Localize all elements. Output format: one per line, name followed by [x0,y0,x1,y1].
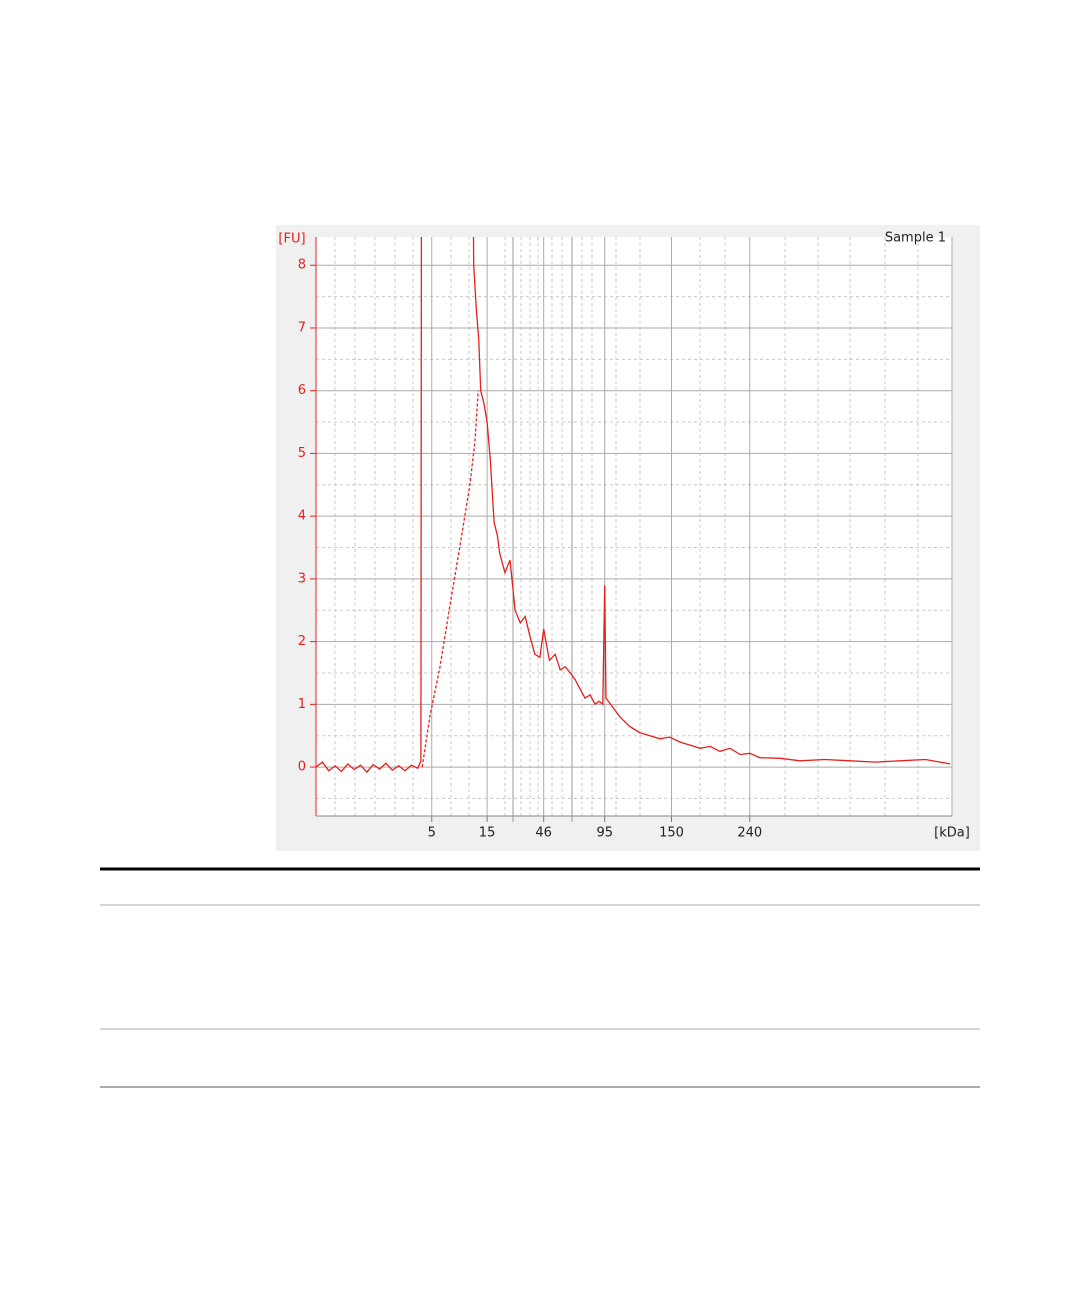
y-tick-label: 0 [298,760,306,775]
line-series [316,237,951,774]
x-tick-label: 5 [428,826,436,841]
y-tick-label: 4 [298,509,306,524]
x-tick-label: 15 [479,826,496,841]
chart: 0 1 2 3 4 5 6 7 8 5 15 46 95 150 240 [298,237,953,841]
y-tick-label: 5 [298,446,306,461]
x-tick-label: 240 [737,826,762,841]
x-tick-label: 46 [535,826,552,841]
chart-title: Sample 1 [885,231,946,246]
x-tick-label: 150 [659,826,684,841]
y-tick-label: 7 [298,320,306,335]
y-tick-label: 2 [298,634,306,649]
x-axis-label: [kDa] [934,826,970,841]
y-axis-label: [FU] [278,232,305,247]
plot-area [316,237,952,816]
y-tick-label: 8 [298,258,306,273]
y-tick-label: 3 [298,571,306,586]
y-tick-label: 1 [298,697,306,712]
y-tick-label: 6 [298,383,306,398]
x-tick-label: 95 [596,826,613,841]
